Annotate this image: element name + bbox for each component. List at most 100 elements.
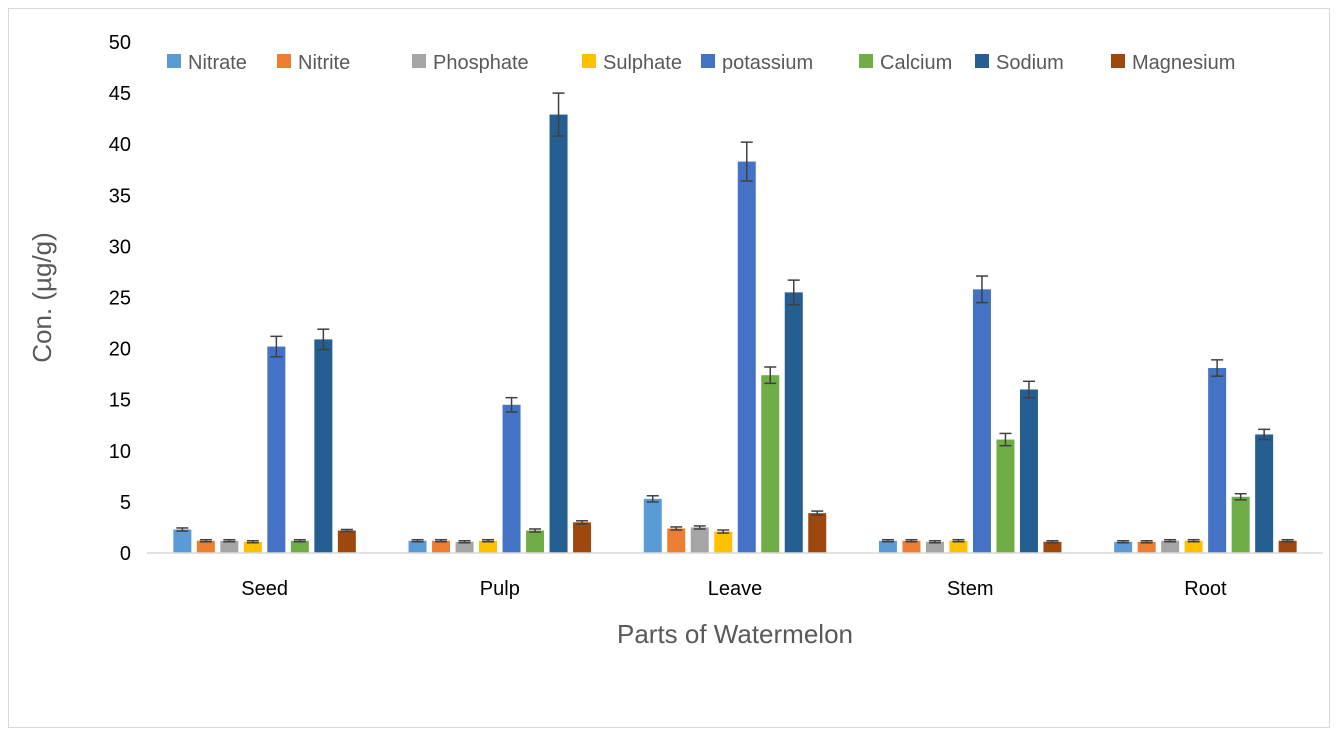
bar-nitrate-stem: [878, 540, 897, 553]
bar-sulphate-stem: [949, 540, 968, 553]
error-bar-sodium-seed: [317, 328, 330, 351]
bar-potassium-stem: [972, 289, 991, 553]
y-tick-label: 50: [109, 32, 131, 54]
bar-potassium-seed: [267, 346, 286, 553]
error-bar-calcium-seed: [293, 538, 306, 543]
legend-label: Phosphate: [433, 52, 529, 74]
x-axis-category-labels: Seed Pulp Leave Stem Root: [241, 578, 1227, 600]
x-axis-title: Parts of Watermelon: [617, 619, 853, 649]
bar-sodium-pulp: [549, 114, 568, 553]
bar-potassium-leave: [737, 161, 756, 553]
bar-calcium-stem: [996, 439, 1015, 553]
bar-phosphate-pulp: [455, 541, 474, 553]
x-category-label: Leave: [708, 578, 763, 600]
error-bar-nitrite-root: [1140, 539, 1153, 544]
bar-nitrate-root: [1114, 541, 1133, 553]
error-bar-sodium-pulp: [552, 92, 565, 137]
x-category-label: Seed: [241, 578, 288, 600]
legend-label: Calcium: [880, 52, 952, 74]
legend-item-calcium: Calcium: [859, 52, 952, 74]
bar-magnesium-root: [1278, 540, 1297, 553]
bar-sodium-stem: [1019, 389, 1038, 553]
error-bar-potassium-stem: [975, 275, 988, 304]
bar-calcium-root: [1231, 496, 1250, 553]
error-bar-magnesium-seed: [340, 528, 353, 533]
error-bar-sulphate-stem: [952, 538, 965, 543]
legend-label: Magnesium: [1132, 52, 1235, 74]
error-bar-sulphate-leave: [717, 529, 730, 534]
bar-phosphate-seed: [220, 540, 239, 553]
y-tick-label: 45: [109, 83, 131, 105]
legend-item-phosphate: Phosphate: [412, 52, 529, 74]
legend-item-sodium: Sodium: [975, 52, 1064, 74]
error-bar-magnesium-root: [1281, 538, 1294, 543]
error-bar-sulphate-seed: [246, 539, 259, 544]
x-category-label: Root: [1184, 578, 1227, 600]
error-bar-phosphate-root: [1164, 538, 1177, 543]
error-bar-sodium-leave: [787, 279, 800, 306]
x-category-label: Pulp: [480, 578, 520, 600]
error-bar-phosphate-seed: [223, 538, 236, 543]
error-bar-potassium-pulp: [505, 396, 518, 413]
x-category-label: Stem: [947, 578, 994, 600]
bar-phosphate-leave: [690, 527, 709, 553]
legend-swatch: [167, 54, 181, 68]
error-bar-nitrite-leave: [670, 526, 683, 531]
error-bar-calcium-leave: [764, 366, 777, 385]
legend-item-nitrate: Nitrate: [167, 52, 247, 74]
bar-nitrate-seed: [173, 529, 192, 553]
error-bar-nitrite-pulp: [435, 538, 448, 543]
y-tick-label: 35: [109, 185, 131, 207]
bar-nitrate-pulp: [408, 540, 427, 553]
error-bar-potassium-leave: [740, 141, 753, 182]
bars: [173, 114, 1297, 553]
bar-nitrite-leave: [667, 528, 686, 553]
legend-item-nitrite: Nitrite: [277, 52, 350, 74]
bar-sodium-root: [1255, 434, 1274, 553]
error-bar-calcium-pulp: [529, 528, 542, 533]
legend-label: potassium: [722, 52, 813, 74]
y-axis-title: Con. (µg/g): [27, 232, 57, 363]
error-bar-nitrate-seed: [176, 527, 189, 532]
bar-sulphate-root: [1184, 540, 1203, 553]
legend-label: Sodium: [996, 52, 1064, 74]
bar-nitrite-root: [1137, 541, 1156, 553]
bar-chart: Nitrate Nitrite Phosphate Sulphate potassium…: [27, 32, 1323, 649]
error-bar-phosphate-stem: [928, 539, 941, 544]
error-bar-magnesium-leave: [811, 510, 824, 516]
error-bars: [176, 92, 1294, 544]
legend-swatch: [412, 54, 426, 68]
bar-magnesium-stem: [1043, 541, 1062, 553]
bar-nitrite-seed: [196, 540, 215, 553]
bar-sodium-leave: [784, 292, 803, 553]
bar-magnesium-pulp: [573, 522, 592, 553]
error-bar-magnesium-stem: [1046, 539, 1059, 544]
y-tick-label: 25: [109, 288, 131, 310]
bar-sulphate-pulp: [479, 540, 498, 553]
y-tick-label: 30: [109, 236, 131, 258]
bar-calcium-leave: [761, 375, 780, 553]
bar-phosphate-stem: [925, 541, 944, 553]
y-tick-label: 15: [109, 390, 131, 412]
bar-potassium-pulp: [502, 404, 521, 553]
legend-swatch: [701, 54, 715, 68]
error-bar-phosphate-pulp: [458, 539, 471, 544]
bar-sulphate-leave: [714, 531, 733, 553]
legend-swatch: [582, 54, 596, 68]
legend-item-potassium: potassium: [701, 52, 813, 74]
legend-item-magnesium: Magnesium: [1111, 52, 1235, 74]
error-bar-nitrate-leave: [646, 495, 659, 503]
legend-label: Nitrate: [188, 52, 247, 74]
error-bar-calcium-stem: [999, 432, 1012, 447]
error-bar-sulphate-root: [1187, 538, 1200, 543]
bar-nitrite-pulp: [432, 540, 451, 553]
bar-calcium-seed: [290, 540, 309, 553]
y-tick-label: 0: [120, 543, 131, 565]
error-bar-potassium-root: [1211, 359, 1224, 377]
error-bar-potassium-seed: [270, 335, 283, 358]
legend-swatch: [1111, 54, 1125, 68]
error-bar-nitrite-stem: [905, 538, 918, 543]
error-bar-sulphate-pulp: [482, 538, 495, 543]
bar-magnesium-seed: [337, 530, 356, 553]
legend-item-sulphate: Sulphate: [582, 52, 682, 74]
